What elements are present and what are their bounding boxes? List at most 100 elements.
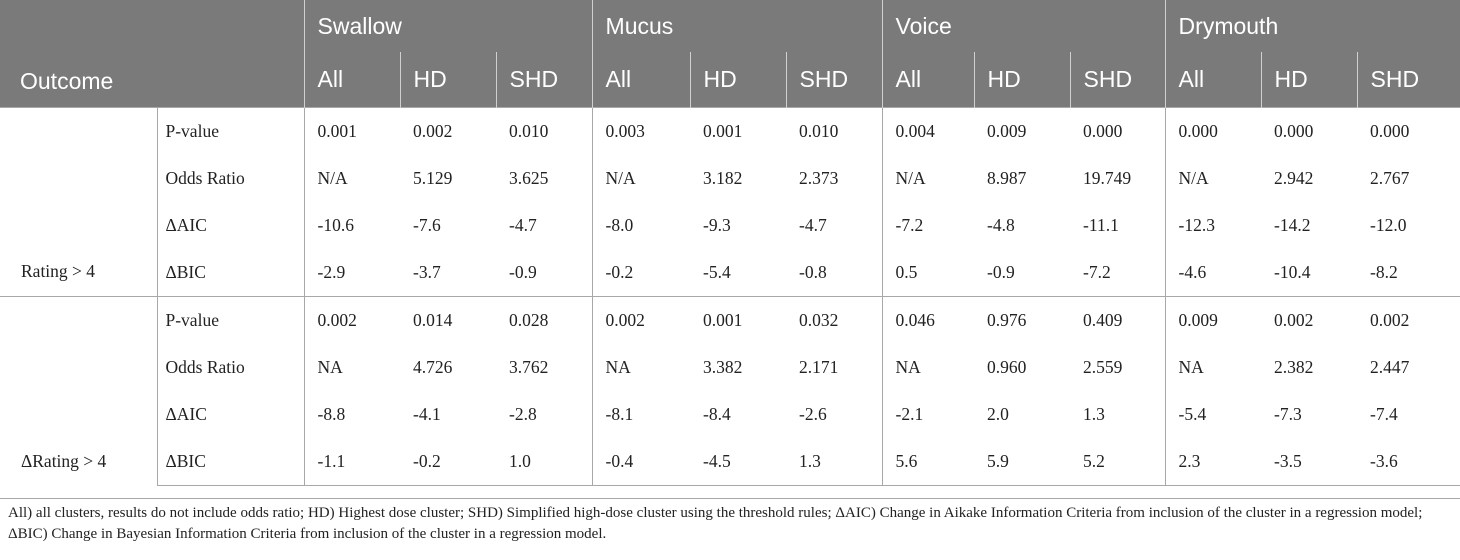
table-row: Rating > 4 P-value 0.001 0.002 0.010 0.003 0.0… [0, 107, 1460, 297]
table-header: Outcome Swallow Mucus Voice Drymouth All… [0, 0, 1460, 108]
value-cell: -4.8 [987, 215, 1015, 235]
value-cell: 0.002 [591, 296, 691, 344]
value-cell: 0.046 [881, 296, 975, 344]
value-cell: 1.3 [786, 438, 883, 486]
value-cell: 0.002 [1261, 296, 1358, 344]
table-row: ΔAIC -8.8 -4.1 -2.8 -8.1 -8.4 -2.6 -2.1 2.0 1.3 -5… [0, 391, 1460, 438]
section-label: ΔRating > 4 [0, 296, 157, 486]
table-row: ΔAIC -10.6 -7.6 -4.7 -8.0 -9.3 -4.7 -7.2 -4.8 -11… [0, 202, 1460, 249]
value-cell: 5.9 [974, 438, 1071, 486]
table-row: ΔBIC -1.1 -0.2 1.0 -0.4 -4.5 1.3 5.6 5.9 5.2 2.3 -3… [0, 438, 1460, 486]
value-cell: NA [303, 344, 401, 391]
value-cell: -3.6 [1357, 438, 1460, 486]
value-cell: 0.976 [974, 296, 1071, 344]
value-cell: -14.2 [1274, 215, 1311, 235]
subcol-header-all: All [1164, 52, 1262, 108]
group-header-voice: Voice [881, 0, 1166, 52]
value-cell: 3.382 [703, 357, 743, 377]
value-cell: 19.749 [1083, 168, 1132, 188]
value-cell: -3.5 [1261, 438, 1358, 486]
table-row: ΔRating > 4 P-value 0.002 0.014 0.028 0.002 0.… [0, 296, 1460, 486]
value-cell: 0.001 [303, 107, 401, 155]
value-cell: 0.002 [400, 107, 497, 155]
value-cell: -3.7 [400, 249, 497, 297]
value-cell: 0.000 [1070, 107, 1166, 155]
section-label: Rating > 4 [0, 107, 157, 297]
value-cell: -4.7 [509, 215, 537, 235]
value-cell: 2.3 [1164, 438, 1262, 486]
subcol-header-hd: HD [689, 52, 787, 108]
results-table: Outcome Swallow Mucus Voice Drymouth All… [0, 0, 1460, 486]
value-cell: N/A [1164, 155, 1262, 202]
value-cell: -4.7 [799, 215, 827, 235]
value-cell: -5.4 [1164, 391, 1262, 438]
group-header-drymouth: Drymouth [1164, 0, 1460, 52]
metric-label: ΔAIC [156, 391, 305, 438]
value-cell: -11.1 [1083, 215, 1119, 235]
value-cell: -7.2 [881, 202, 975, 249]
value-cell: -5.4 [690, 249, 787, 297]
value-cell: NA [591, 344, 691, 391]
value-cell: -2.1 [881, 391, 975, 438]
value-cell: -7.3 [1274, 404, 1302, 424]
value-cell: -10.4 [1261, 249, 1358, 297]
value-cell: -7.4 [1370, 404, 1398, 424]
value-cell: -9.3 [703, 215, 731, 235]
subcol-header-all: All [591, 52, 691, 108]
subcol-header-shd: SHD [1356, 52, 1460, 108]
value-cell: -8.2 [1357, 249, 1460, 297]
value-cell: N/A [303, 155, 401, 202]
value-cell: 0.004 [881, 107, 975, 155]
value-cell: -2.9 [303, 249, 401, 297]
table-row: Odds Ratio NA 4.726 3.762 NA 3.382 2.171 NA 0.96… [0, 344, 1460, 391]
value-cell: 2.0 [987, 404, 1009, 424]
value-cell: 0.009 [1164, 296, 1262, 344]
value-cell: 0.001 [690, 107, 787, 155]
value-cell: 0.010 [786, 107, 883, 155]
metric-label: ΔBIC [156, 249, 305, 297]
value-cell: -0.9 [496, 249, 593, 297]
metric-label: P-value [156, 107, 305, 155]
value-cell: 2.447 [1370, 357, 1410, 377]
footnote-divider [0, 498, 1460, 499]
value-cell: 0.032 [786, 296, 883, 344]
value-cell: -8.4 [703, 404, 731, 424]
table-footnote: All) all clusters, results do not includ… [8, 505, 1423, 542]
value-cell: -8.1 [591, 391, 691, 438]
value-cell: 2.559 [1083, 357, 1123, 377]
value-cell: 0.000 [1357, 107, 1460, 155]
value-cell: 2.382 [1274, 357, 1314, 377]
metric-label: Odds Ratio [156, 344, 305, 391]
value-cell: 8.987 [987, 168, 1027, 188]
subcol-header-hd: HD [973, 52, 1071, 108]
value-cell: 4.726 [413, 357, 453, 377]
value-cell: 3.182 [703, 168, 743, 188]
metric-label: ΔAIC [156, 202, 305, 249]
table-row: Odds Ratio N/A 5.129 3.625 N/A 3.182 2.373 N/A 8… [0, 155, 1460, 202]
value-cell: 5.129 [413, 168, 453, 188]
metric-label: ΔBIC [156, 438, 305, 486]
value-cell: 0.002 [303, 296, 401, 344]
value-cell: -0.2 [400, 438, 497, 486]
value-cell: N/A [591, 155, 691, 202]
metric-label: P-value [156, 296, 305, 344]
value-cell: 0.010 [496, 107, 593, 155]
value-cell: 0.028 [496, 296, 593, 344]
value-cell: 2.373 [799, 168, 839, 188]
value-cell: 0.002 [1357, 296, 1460, 344]
value-cell: 3.762 [509, 357, 549, 377]
value-cell: -0.2 [591, 249, 691, 297]
value-cell: 0.409 [1070, 296, 1166, 344]
value-cell: 5.2 [1070, 438, 1166, 486]
value-cell: -0.8 [786, 249, 883, 297]
value-cell: 0.009 [974, 107, 1071, 155]
group-header-swallow: Swallow [303, 0, 593, 52]
value-cell: 0.000 [1261, 107, 1358, 155]
value-cell: 0.5 [881, 249, 975, 297]
value-cell: 0.014 [400, 296, 497, 344]
table-body: Rating > 4 P-value 0.001 0.002 0.010 0.003 0.0… [0, 107, 1460, 486]
subcol-header-all: All [881, 52, 975, 108]
value-cell: -0.4 [591, 438, 691, 486]
value-cell: -7.2 [1070, 249, 1166, 297]
value-cell: -4.1 [413, 404, 441, 424]
